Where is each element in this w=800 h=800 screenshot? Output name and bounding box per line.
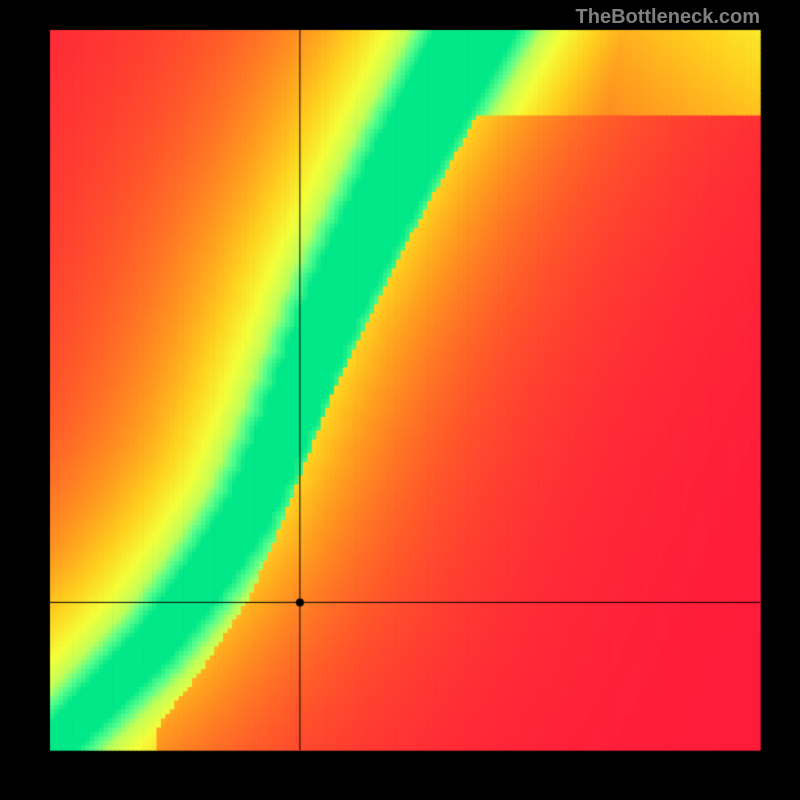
chart-container: TheBottleneck.com <box>0 0 800 800</box>
watermark-text: TheBottleneck.com <box>576 6 760 29</box>
heatmap-canvas <box>0 0 800 800</box>
